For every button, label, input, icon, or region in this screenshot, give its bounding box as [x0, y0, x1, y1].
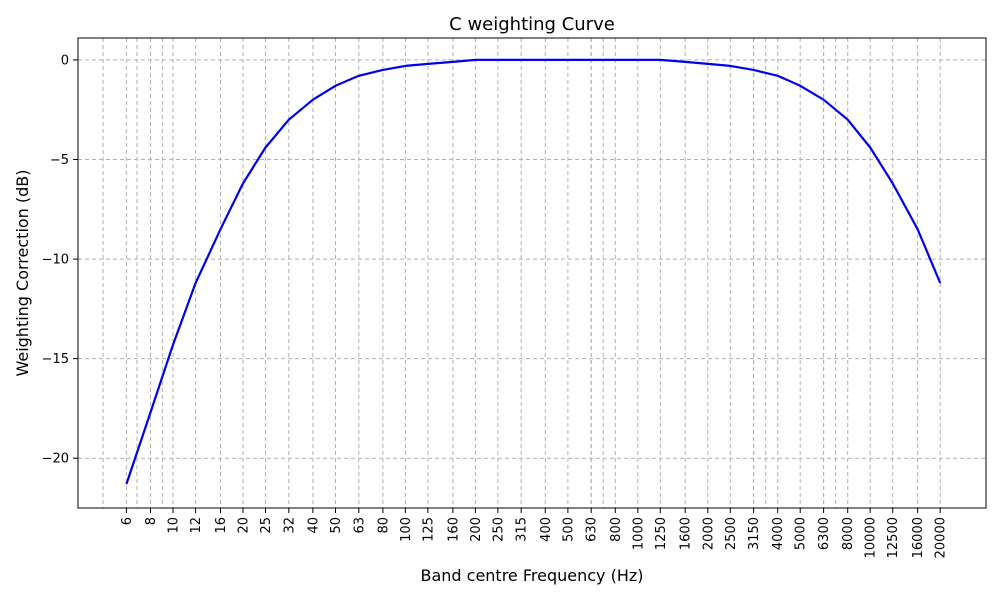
y-tick-label: −20: [42, 452, 69, 467]
x-axis-ticks: 6 8 10 12 16 20 25 32 40 50 63 80 100 125 160 200 250 315…: [120, 508, 949, 558]
y-tick-label: −5: [50, 153, 69, 168]
x-tick-label: 1250: [654, 517, 669, 550]
x-axis-label: Band centre Frequency (Hz): [420, 566, 643, 585]
series-layer: [125, 58, 942, 485]
y-axis-ticks: 0 −5 −10 −15 −20: [42, 53, 78, 467]
x-tick-label: 40: [306, 517, 321, 534]
x-tick-label: 5000: [794, 517, 809, 550]
x-tick-label: 1000: [631, 517, 646, 550]
x-tick-label: 20: [237, 517, 252, 534]
plot-frame: [77, 37, 987, 509]
x-tick-label: 25: [259, 517, 274, 534]
x-tick-label: 2000: [701, 517, 716, 550]
x-tick-label: 100: [399, 517, 414, 542]
x-tick-label: 4000: [771, 517, 786, 550]
x-tick-label: 3150: [747, 517, 762, 550]
x-tick-label: 10: [167, 517, 182, 534]
grid-layer: [78, 38, 986, 508]
x-tick-label: 63: [352, 517, 367, 534]
x-tick-label: 630: [585, 517, 600, 542]
x-tick-label: 12: [189, 517, 204, 534]
y-axis-label: Weighting Correction (dB): [13, 169, 32, 376]
x-tick-label: 800: [609, 517, 624, 542]
x-tick-label: 315: [515, 517, 530, 542]
x-tick-label: 8000: [841, 517, 856, 550]
x-tick-label: 125: [421, 517, 436, 542]
x-tick-label: 16: [214, 517, 229, 534]
x-tick-label: 160: [446, 517, 461, 542]
x-tick-label: 16000: [911, 517, 926, 558]
x-tick-label: 1600: [679, 517, 694, 550]
x-tick-label: 8: [144, 517, 159, 525]
x-tick-label: 10000: [864, 517, 879, 558]
y-tick-label: −15: [42, 352, 69, 367]
x-tick-label: 2500: [724, 517, 739, 550]
x-tick-label: 6: [120, 517, 135, 525]
x-tick-label: 400: [539, 517, 554, 542]
x-tick-label: 32: [282, 517, 297, 534]
x-tick-label: 500: [561, 517, 576, 542]
x-tick-label: 250: [491, 517, 506, 542]
y-tick-label: −10: [42, 253, 69, 268]
y-tick-label: 0: [61, 53, 69, 68]
x-tick-label: 20000: [934, 517, 949, 558]
x-tick-label: 200: [469, 517, 484, 542]
series-line: [125, 58, 942, 485]
x-tick-label: 80: [376, 517, 391, 534]
x-tick-label: 12500: [886, 517, 901, 558]
chart-title: C weighting Curve: [449, 14, 615, 35]
x-tick-label: 6300: [817, 517, 832, 550]
x-tick-label: 50: [329, 517, 344, 534]
